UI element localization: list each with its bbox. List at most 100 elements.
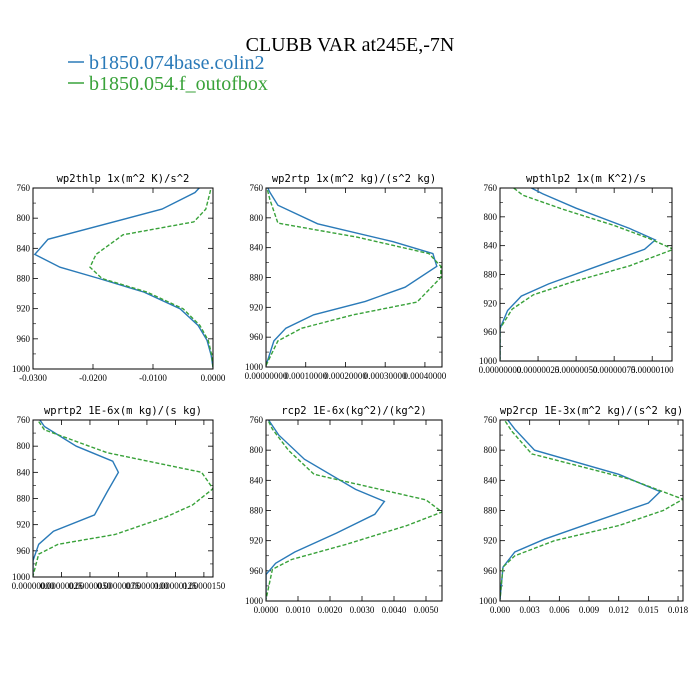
y-tick-label: 800 [17,441,31,451]
panel-4: wprtp2 1E-6x(m kg)/(s kg) 760 800 840 880 920… [12,405,226,591]
series-line-1 [266,188,438,366]
series-line-2 [266,188,442,366]
series-line-1 [33,188,213,368]
panel-title: wp2thlp 1x(m^2 K)/s^2 [57,173,190,185]
y-tick-label: 760 [250,183,264,193]
y-tick-label: 960 [484,327,498,337]
x-tick-label: 0.00020000 [324,371,367,381]
y-tick-label: 800 [250,445,264,455]
x-tick-label: 0.00000125 [154,581,197,591]
y-tick-label: 1000 [245,596,264,606]
x-tick-label: 0.00030000 [364,371,407,381]
y-tick-label: 760 [17,415,31,425]
plot-frame [32,419,214,578]
x-tick-label: 0.0010 [286,605,311,615]
y-tick-label: 920 [484,298,498,308]
x-tick-label: 0.0000 [201,373,226,383]
y-tick-label: 960 [17,546,31,556]
y-tick-label: 880 [250,506,264,516]
series-line-2 [266,420,442,600]
y-tick-label: 1000 [245,362,264,372]
panel-5: rcp2 1E-6x(kg^2)/(kg^2) 760 800 840 880 920 96… [245,405,443,615]
panel-2: wp2rtp 1x(m^2 kg)/(s^2 kg) 760 800 840 880 92… [245,173,447,381]
x-tick-label: 0.0030 [350,605,375,615]
panel-3: wpthlp2 1x(m K^2)/s 760 800 840 880 920 960 100… [479,173,674,375]
y-tick-label: 920 [484,536,498,546]
plot-frame [499,419,684,602]
x-tick-label: 0.0050 [414,605,439,615]
y-tick-label: 760 [484,415,498,425]
series-line-2 [33,420,213,576]
y-tick-label: 880 [17,494,31,504]
x-tick-label: 0.00000075 [97,581,140,591]
panel-6: wp2rcp 1E-3x(m^2 kg)/(s^2 kg)760 800 840 88… [479,405,689,615]
y-tick-label: 920 [17,304,31,314]
y-tick-label: 760 [17,183,31,193]
y-tick-label: 880 [250,273,264,283]
y-tick-label: 840 [250,475,264,485]
y-tick-label: 960 [484,566,498,576]
x-tick-label: 0.00000000 [479,365,522,375]
x-tick-label: 0.003 [520,605,541,615]
y-tick-label: 840 [250,243,264,253]
y-tick-label: 880 [484,506,498,516]
y-tick-label: 800 [484,445,498,455]
x-tick-label: 0.0020 [318,605,343,615]
y-tick-label: 800 [250,213,264,223]
y-tick-label: 1000 [12,572,31,582]
panel-title: wp2rtp 1x(m^2 kg)/(s^2 kg) [272,173,436,185]
plot-frame [499,187,673,362]
plot-frame [32,187,214,370]
x-tick-label: 0.00000000 [245,371,288,381]
x-tick-label: 0.00000050 [555,365,598,375]
x-tick-label: 0.00010000 [284,371,327,381]
x-tick-label: 0.0000 [254,605,279,615]
legend-label-0: b1850.074base.colin2 [89,52,265,74]
y-tick-label: 920 [250,302,264,312]
y-tick-label: 1000 [479,596,498,606]
y-tick-label: 960 [250,332,264,342]
legend: b1850.074base.colin2 b1850.054.f_outofbo… [68,52,268,95]
panel-title: rcp2 1E-6x(kg^2)/(kg^2) [281,405,426,417]
panel-1: wp2thlp 1x(m^2 K)/s^2 760 800 840 880 920 960 1… [12,173,226,383]
x-tick-label: -0.0100 [139,373,167,383]
x-tick-label: 0.009 [579,605,600,615]
panel-title: wp2rcp 1E-3x(m^2 kg)/(s^2 kg) [500,405,683,417]
x-tick-label: 0.00040000 [404,371,447,381]
x-tick-label: 0.00000075 [593,365,636,375]
y-tick-label: 760 [484,183,498,193]
x-tick-label: 0.015 [638,605,659,615]
x-tick-label: 0.0040 [382,605,407,615]
series-line-2 [89,188,213,368]
y-tick-label: 840 [17,467,31,477]
y-tick-label: 880 [484,270,498,280]
y-tick-label: 960 [17,334,31,344]
x-tick-label: 0.00000025 [40,581,83,591]
y-tick-label: 840 [17,243,31,253]
plot-frame [265,419,443,602]
panels: wp2thlp 1x(m^2 K)/s^2 760 800 840 880 920 960 1… [12,173,689,615]
x-tick-label: 0.00000100 [126,581,169,591]
series-line-2 [500,188,672,360]
panel-title: wpthlp2 1x(m K^2)/s [526,173,646,185]
series-line-1 [266,420,386,600]
y-tick-label: 880 [17,274,31,284]
x-tick-label: 0.00000000 [12,581,55,591]
y-tick-label: 760 [250,415,264,425]
y-tick-label: 960 [250,566,264,576]
y-tick-label: 920 [17,520,31,530]
plot-frame [265,187,443,368]
panel-title: wprtp2 1E-6x(m kg)/(s kg) [44,405,202,417]
x-tick-label: 0.00000050 [69,581,112,591]
x-tick-label: -0.0200 [79,373,107,383]
y-tick-label: 800 [484,212,498,222]
y-tick-label: 840 [484,475,498,485]
figure-title: CLUBB VAR at245E,-7N [246,34,455,56]
x-tick-label: 0.000 [490,605,511,615]
y-tick-label: 920 [250,536,264,546]
y-tick-label: 1000 [479,356,498,366]
x-tick-label: 0.00000100 [631,365,674,375]
x-tick-label: 0.018 [668,605,689,615]
x-tick-label: -0.0300 [19,373,47,383]
